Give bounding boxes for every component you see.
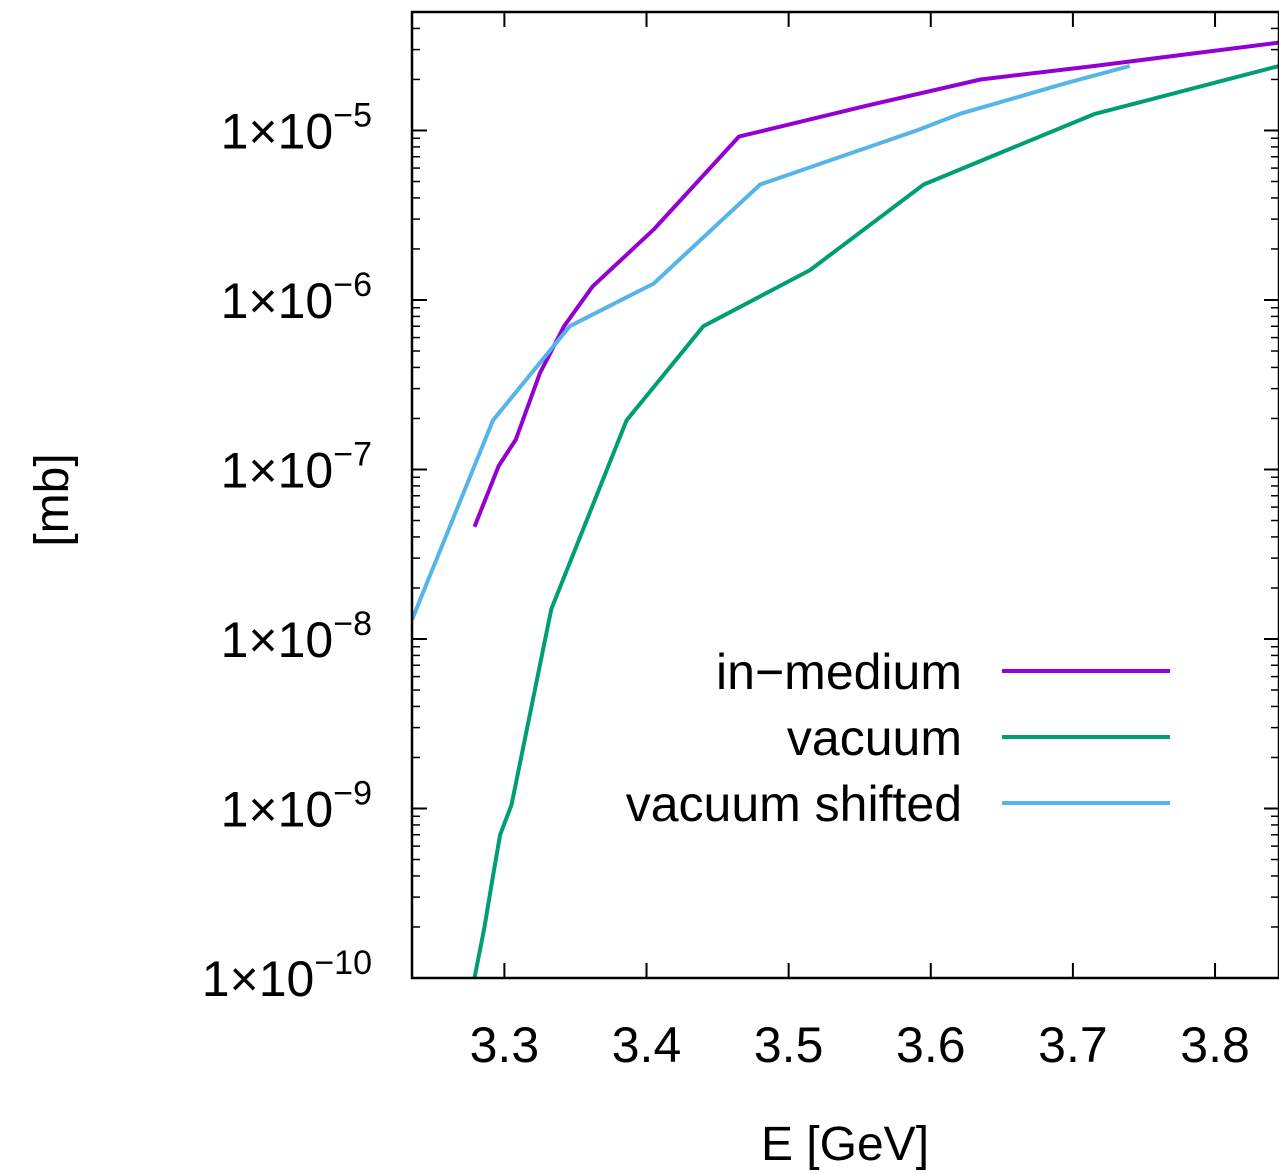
y-tick-exponent: −10: [314, 944, 372, 982]
x-tick-label: 3.8: [1180, 1017, 1250, 1073]
y-tick-mantissa: 1×10: [221, 442, 334, 498]
y-tick-exponent: −5: [333, 96, 372, 134]
series-layer: [412, 40, 1279, 978]
series-line-1: [472, 64, 1279, 978]
y-tick-label: 1×10−5: [221, 96, 372, 159]
series-line-2: [412, 64, 1131, 621]
legend-label: vacuum shifted: [626, 776, 962, 832]
y-tick-label: 1×10−7: [221, 435, 372, 498]
plot-area: [412, 12, 1279, 978]
y-axis-title: [mb]: [26, 453, 79, 546]
x-tick-label: 3.6: [896, 1017, 966, 1073]
y-tick-label: 1×10−6: [221, 266, 372, 329]
y-tick-label: 1×10−10: [202, 944, 372, 1007]
legend: in−medium vacuum vacuum shifted: [626, 644, 1170, 832]
y-tick-mantissa: 1×10: [221, 781, 334, 837]
x-tick-labels: 3.3 3.4 3.5 3.6 3.7 3.8: [470, 1017, 1250, 1073]
x-axis-title: E [GeV]: [761, 1118, 929, 1171]
y-tick-exponent: −7: [333, 435, 372, 473]
y-tick-label: 1×10−8: [221, 605, 372, 668]
y-tick-mantissa: 1×10: [221, 273, 334, 329]
minor-ticks: [412, 11, 1279, 928]
series-line-0: [472, 40, 1279, 528]
y-tick-exponent: −9: [333, 774, 372, 812]
legend-label: in−medium: [716, 644, 962, 700]
plot-frame: [410, 10, 1279, 980]
y-tick-mantissa: 1×10: [202, 951, 315, 1007]
y-tick-exponent: −6: [333, 266, 372, 304]
legend-label: vacuum: [787, 710, 962, 766]
x-tick-label: 3.5: [754, 1017, 824, 1073]
y-tick-exponent: −8: [333, 605, 372, 643]
y-tick-mantissa: 1×10: [221, 103, 334, 159]
x-tick-label: 3.4: [612, 1017, 682, 1073]
y-tick-label: 1×10−9: [221, 774, 372, 837]
x-tick-label: 3.3: [470, 1017, 540, 1073]
y-tick-mantissa: 1×10: [221, 612, 334, 668]
x-tick-label: 3.7: [1038, 1017, 1108, 1073]
y-tick-labels: 1×10−101×10−91×10−81×10−71×10−61×10−5: [202, 96, 372, 1007]
